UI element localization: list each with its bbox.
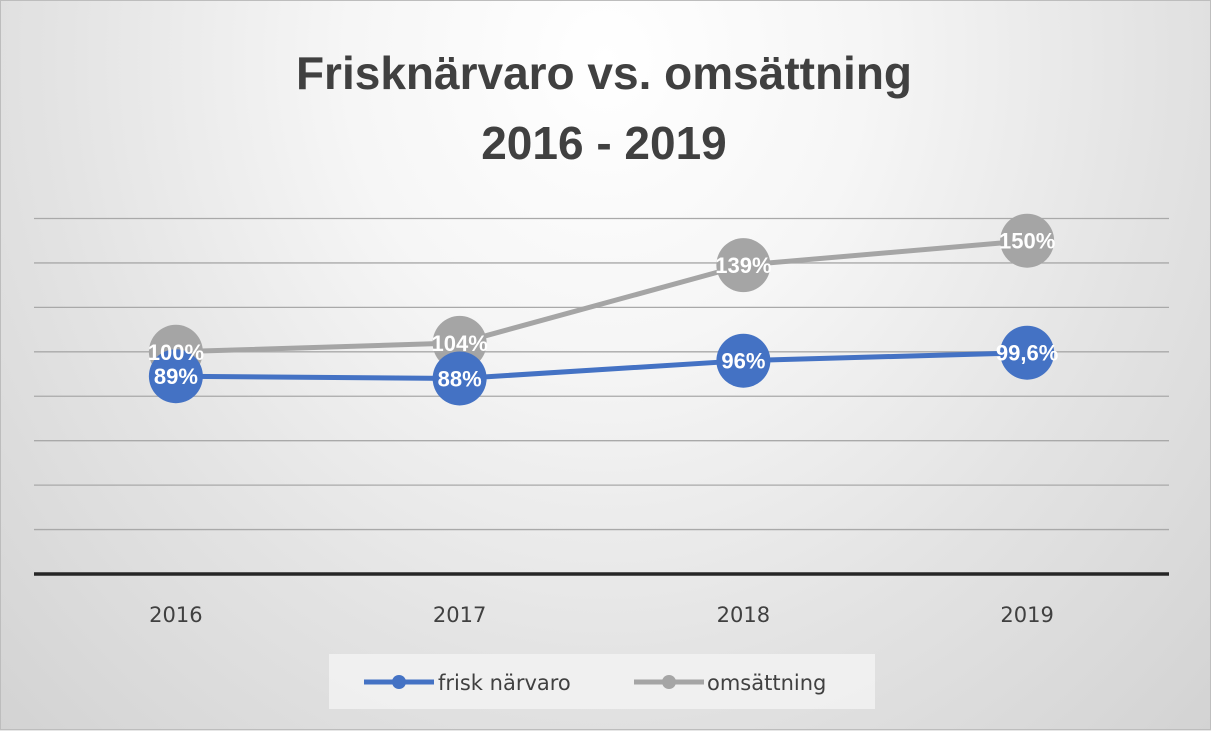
series-line-omsattning	[175, 238, 1028, 355]
data-point-marker	[432, 351, 487, 406]
legend-label: frisk närvaro	[438, 671, 571, 695]
series-line-frisk-narvaro	[175, 350, 1028, 381]
data-label: 96%	[721, 349, 765, 374]
legend-item-frisk-narvaro: frisk närvaro	[364, 671, 571, 695]
legend-marker-swatch	[392, 675, 406, 689]
data-label: 139%	[715, 253, 771, 278]
chart-title-line-1: Frisknärvaro vs. omsättning	[296, 47, 912, 99]
legend: frisk närvaro omsättning	[329, 654, 875, 709]
chart-title-line-2: 2016 - 2019	[481, 117, 727, 169]
data-label: 88%	[438, 366, 482, 391]
data-point-marker	[716, 333, 771, 388]
legend-marker-swatch	[662, 675, 676, 689]
legend-item-omsattning: omsättning	[634, 671, 826, 695]
data-point-marker	[1000, 213, 1055, 268]
series-group	[148, 213, 1055, 406]
data-label: 150%	[999, 229, 1055, 254]
data-label: 100%	[148, 340, 204, 365]
x-tick-label: 2018	[717, 603, 770, 627]
data-label: 89%	[154, 364, 198, 389]
data-point-marker	[1000, 325, 1055, 380]
x-tick-label: 2016	[149, 603, 202, 627]
legend-label: omsättning	[707, 671, 826, 695]
data-label: 104%	[431, 331, 487, 356]
data-labels: 100% 104% 139% 150% 89% 88% 96% 99,6%	[148, 229, 1059, 392]
x-axis: 2016 2017 2018 2019	[34, 572, 1169, 627]
x-tick-label: 2017	[433, 603, 486, 627]
data-point-marker	[716, 238, 771, 293]
x-tick-label: 2019	[1000, 603, 1053, 627]
data-label: 99,6%	[996, 341, 1058, 366]
data-point-marker	[148, 349, 203, 404]
